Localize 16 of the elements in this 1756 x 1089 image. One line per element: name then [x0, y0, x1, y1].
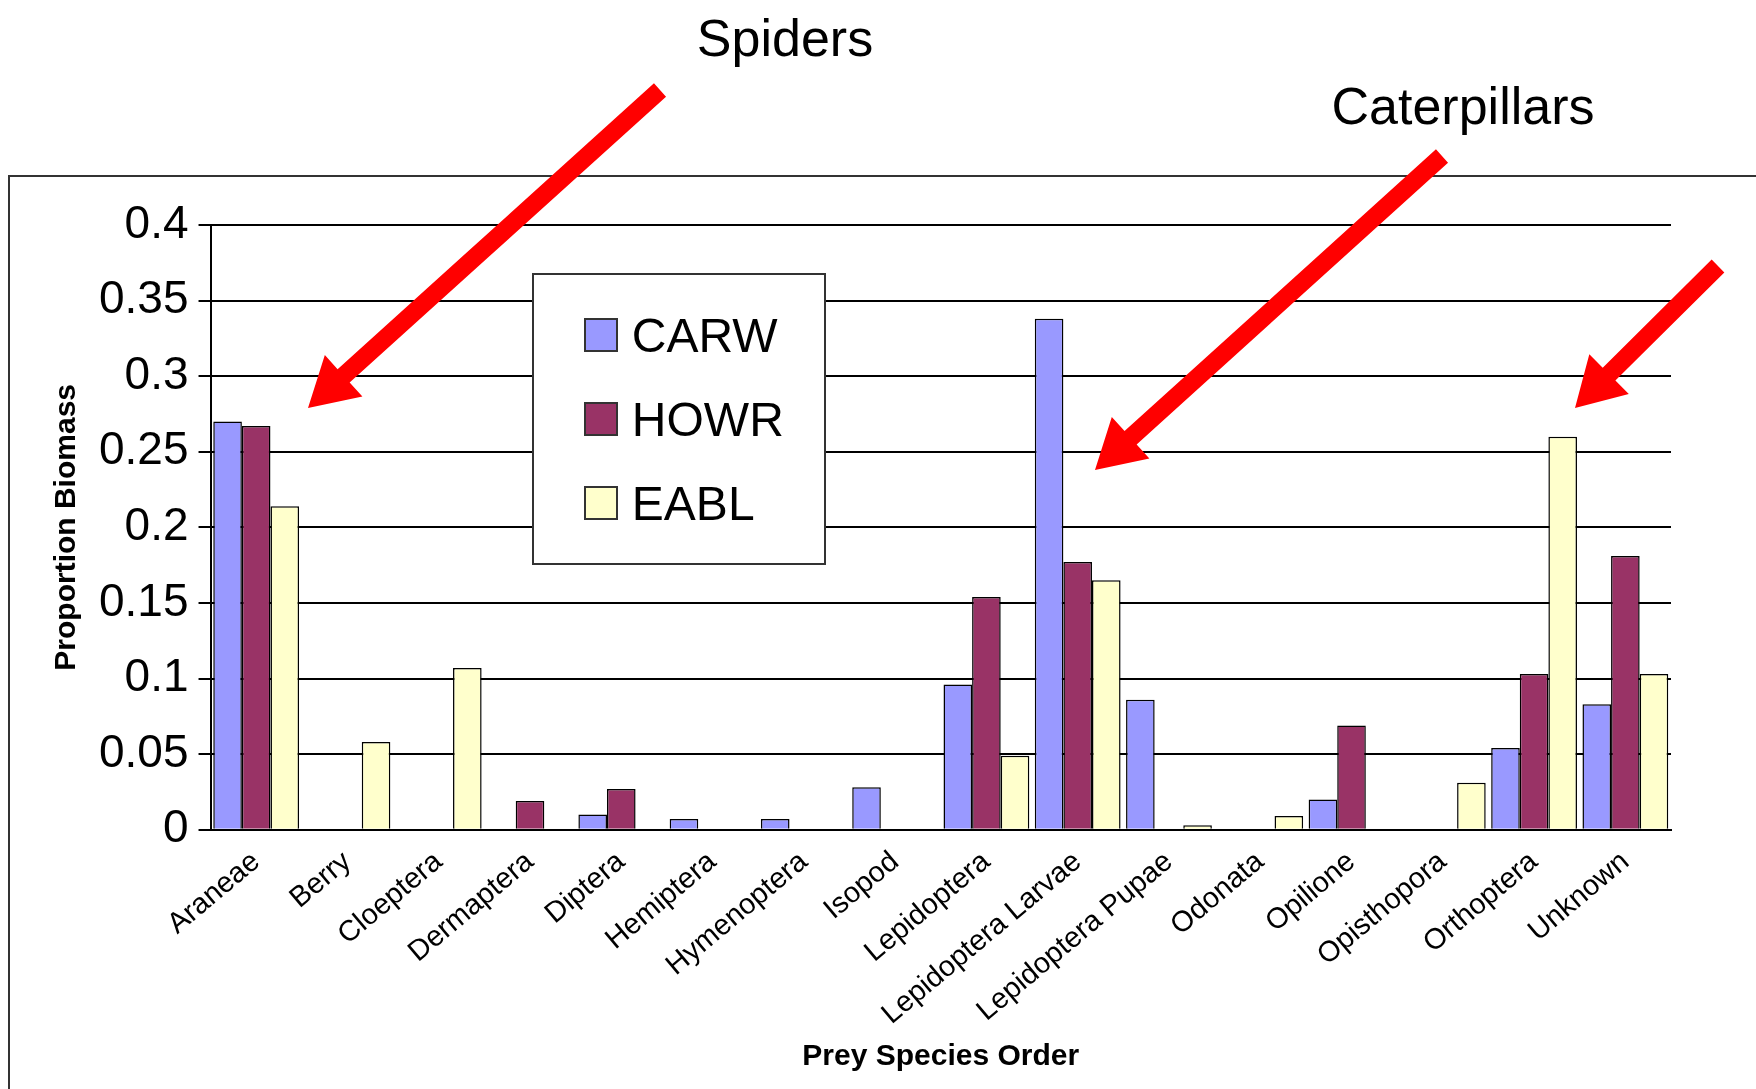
legend-label: HOWR [631, 391, 784, 447]
y-tick-label: 0.35 [99, 271, 189, 324]
y-tick-label: 0.1 [124, 649, 189, 702]
y-tick-label: 0 [162, 800, 189, 853]
text: Caterpillars [1331, 77, 1595, 136]
y-tick-label: 0.3 [124, 346, 189, 399]
legend-label: CARW [631, 307, 778, 363]
y-tick-label: 0.2 [124, 498, 189, 551]
text: Spiders [696, 9, 874, 68]
legend-label: EABL [631, 475, 755, 531]
y-tick-label: 0.15 [99, 573, 189, 626]
y-axis-title: Proportion Biomass [48, 384, 82, 671]
y-tick-label: 0.4 [124, 195, 189, 248]
y-tick-label: 0.25 [99, 422, 189, 475]
y-tick-label: 0.05 [99, 724, 189, 777]
x-axis-title: Prey Species Order [802, 1038, 1080, 1072]
